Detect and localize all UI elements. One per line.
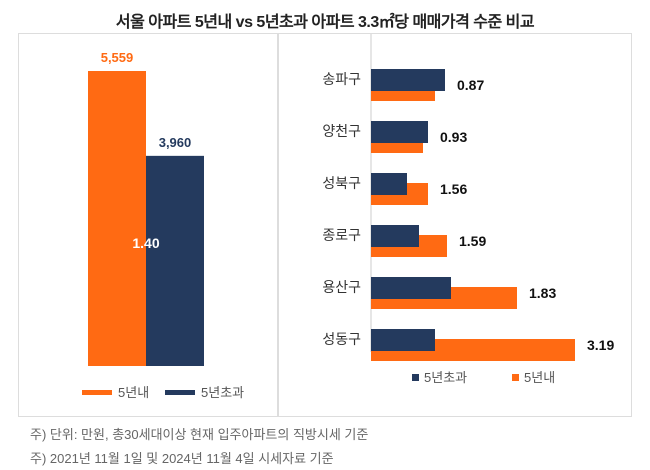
legend-swatch [82,390,112,395]
ratio-label: 1.40 [132,235,159,251]
chart-title: 서울 아파트 5년내 vs 5년초과 아파트 3.3㎡당 매매가격 수준 비교 [115,14,535,31]
note-date: 주) 2021년 11월 1일 및 2024년 11월 4일 시세자료 기준 [30,451,334,466]
bar-5년초과 [371,173,407,195]
bar-5년초과 [371,329,435,351]
ratio-label: 3.19 [587,337,614,353]
legend-label: 5년내 [118,385,149,400]
bar-5년초과 [371,277,451,299]
left-panel: 5,559 3,960 1.40 5년내 5년초과 [18,33,278,417]
ratio-label: 1.56 [440,181,467,197]
data-label: 3,960 [159,135,192,150]
category-label: 종로구 [322,227,361,243]
bar-5년내 [88,71,146,366]
legend-label: 5년초과 [424,370,467,385]
bar-5년초과 [371,69,445,91]
ratio-label: 1.59 [459,233,486,249]
category-label: 송파구 [322,71,361,87]
bar-5년초과 [146,155,204,366]
right-panel: 송파구 0.87 양천구 0.93 성북구 1.56 종로구 1.59 용산구 1.83 성동구 3.… [278,33,632,417]
category-label: 용산구 [322,279,361,295]
district-bar-chart: 송파구 0.87 양천구 0.93 성북구 1.56 종로구 1.59 용산구 1.83 성동구 3.… [322,34,614,385]
legend-swatch [165,390,195,395]
ratio-label: 1.83 [529,285,556,301]
category-label: 성북구 [322,175,361,191]
legend-label: 5년내 [524,370,555,385]
category-label: 성동구 [322,331,361,347]
legend-swatch [412,374,419,381]
note-unit: 주) 단위: 만원, 총30세대이상 현재 입주아파트의 직방시세 기준 [30,427,369,442]
legend-label: 5년초과 [201,385,244,400]
seoul-bar-chart: 5,559 3,960 1.40 5년내 5년초과 [82,50,244,400]
ratio-label: 0.87 [457,77,484,93]
bar-5년초과 [371,225,419,247]
category-label: 양천구 [322,123,361,139]
bar-5년초과 [371,121,428,143]
ratio-label: 0.93 [440,129,467,145]
legend-swatch [512,374,519,381]
data-label: 5,559 [101,50,134,65]
